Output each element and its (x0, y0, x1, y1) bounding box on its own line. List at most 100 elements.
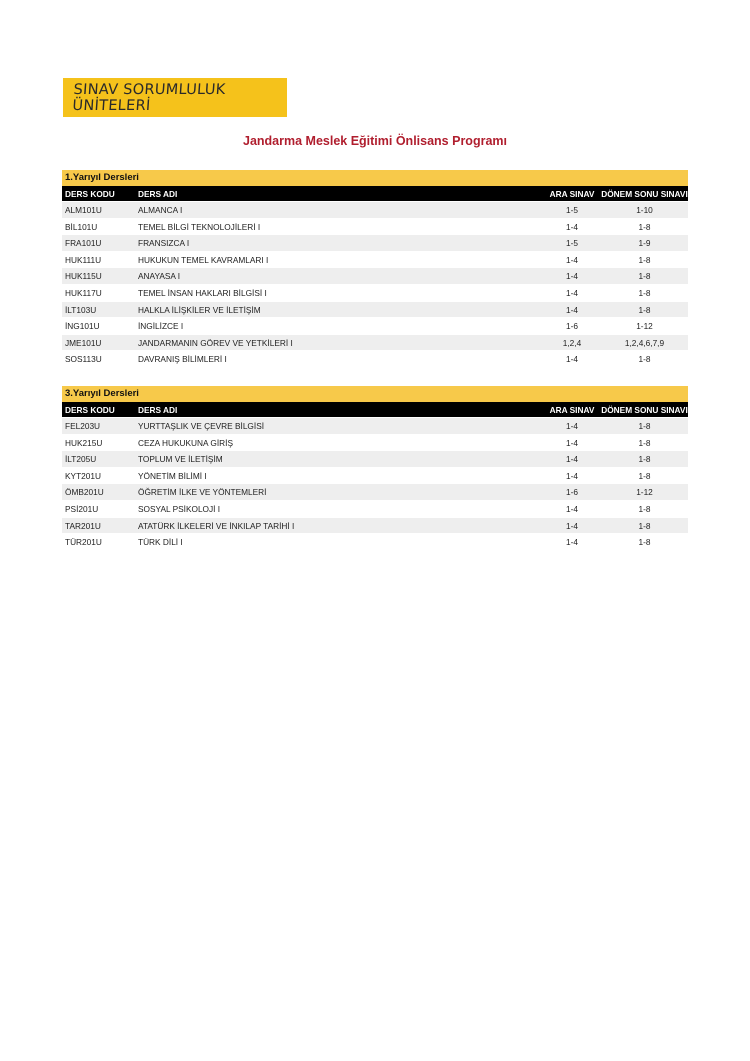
cell-name: TÜRK DİLİ I (138, 537, 183, 548)
cell-code: HUK215U (65, 437, 103, 448)
cell-mid: 1-4 (566, 503, 578, 514)
cell-final: 1-8 (638, 354, 651, 365)
cell-final: 1-8 (638, 503, 651, 514)
column-header-code: DERS KODU (65, 189, 115, 199)
cell-mid: 1-4 (566, 271, 578, 282)
table-row: TÜR201U TÜRK DİLİ I 1-4 1-8 (62, 534, 688, 551)
cell-mid: 1-4 (566, 421, 578, 431)
cell-code: JME101U (65, 337, 102, 348)
cell-final: 1-8 (638, 470, 651, 481)
cell-mid: 1,2,4 (562, 337, 582, 348)
cell-final: 1-8 (638, 520, 651, 531)
cell-code: BİL101U (65, 221, 98, 232)
table-row: İNG101U İNGİLİZCE I 1-6 1-12 (62, 318, 688, 335)
cell-code: HUK117U (65, 287, 102, 298)
cell-final: 1-8 (638, 271, 651, 282)
table-row: HUK111U HUKUKUN TEMEL KAVRAMLARI I 1-4 1-8 (62, 251, 688, 269)
cell-code: İLT103U (65, 304, 97, 315)
cell-code: İNG101U (65, 321, 100, 332)
column-header-final: DÖNEM SONU SINAVI (601, 405, 688, 415)
cell-name: İNGİLİZCE I (138, 321, 184, 332)
cell-mid: 1-4 (566, 470, 578, 481)
cell-final: 1-8 (638, 454, 651, 465)
cell-code: FEL203U (65, 421, 101, 431)
cell-mid: 1-5 (566, 238, 578, 249)
table-row: PSİ201U SOSYAL PSİKOLOJİ I 1-4 1-8 (62, 500, 688, 518)
column-header-name: DERS ADI (138, 405, 178, 415)
cell-mid: 1-4 (566, 304, 578, 315)
column-header-code: DERS KODU (65, 405, 115, 415)
cell-code: KYT201U (65, 470, 101, 481)
cell-name: YÖNETİM BİLİMİ I (138, 470, 207, 481)
table-row: İLT205U TOPLUM VE İLETİŞİM 1-4 1-8 (62, 451, 688, 468)
cell-final: 1-12 (636, 321, 653, 332)
cell-name: HALKLA İLİŞKİLER VE İLETİŞİM (138, 304, 261, 315)
cell-code: ALM101U (65, 205, 102, 215)
table-row: HUK117U TEMEL İNSAN HAKLARI BİLGİSİ I 1-4 1… (62, 284, 688, 302)
column-header-final: DÖNEM SONU SINAVI (601, 189, 688, 199)
table-row: TAR201U ATATÜRK İLKELERİ VE İNKILAP TARİH… (62, 517, 688, 535)
cell-mid: 1-4 (566, 287, 578, 298)
cell-code: HUK115U (65, 271, 102, 282)
cell-code: SOS113U (65, 354, 102, 365)
cell-mid: 1-6 (566, 321, 578, 332)
table-header-row: DERS KODU DERS ADI ARA SINAV DÖNEM SONU SIN… (62, 402, 688, 418)
cell-name: JANDARMANIN GÖREV VE YETKİLERİ I (138, 337, 293, 348)
column-header-mid: ARA SINAV (549, 405, 595, 415)
cell-name: ANAYASA I (138, 271, 181, 282)
table-header-row: DERS KODU DERS ADI ARA SINAV DÖNEM SONU SIN… (62, 186, 688, 202)
cell-mid: 1-4 (566, 537, 578, 548)
cell-mid: 1-4 (566, 437, 578, 448)
table-row: HUK115U ANAYASA I 1-4 1-8 (62, 268, 688, 285)
column-header-name: DERS ADI (138, 189, 178, 199)
section-heading: 3.Yarıyıl Dersleri (62, 386, 688, 402)
cell-final: 1-10 (636, 205, 653, 215)
page-title-text: Jandarma Meslek Eğitimi Önlisans Program… (243, 134, 507, 148)
cell-final: 1-8 (638, 287, 651, 298)
table-body: FEL203U YURTTAŞLIK VE ÇEVRE BİLGİSİ 1-4 1-8… (62, 418, 688, 551)
cell-name: YURTTAŞLIK VE ÇEVRE BİLGİSİ (138, 421, 265, 431)
table-row: SOS113U DAVRANIŞ BİLİMLERİ I 1-4 1-8 (62, 351, 688, 368)
cell-mid: 1-5 (566, 205, 578, 215)
table-body: ALM101U ALMANCA I 1-5 1-10 BİL101U TEMEL BİLG… (62, 202, 688, 368)
cell-name: HUKUKUN TEMEL KAVRAMLARI I (138, 254, 269, 265)
column-header-mid: ARA SINAV (549, 189, 595, 199)
cell-final: 1-9 (638, 238, 651, 249)
cell-code: TAR201U (65, 520, 101, 531)
cell-name: TEMEL İNSAN HAKLARI BİLGİSİ I (138, 287, 267, 298)
cell-name: DAVRANIŞ BİLİMLERİ I (138, 354, 227, 365)
cell-final: 1-8 (638, 421, 651, 431)
cell-name: ALMANCA I (138, 205, 183, 215)
cell-final: 1-12 (636, 487, 653, 498)
cell-name: TEMEL BİLGİ TEKNOLOJİLERİ I (138, 221, 261, 232)
table-row: ALM101U ALMANCA I 1-5 1-10 (62, 202, 688, 219)
cell-code: PSİ201U (65, 503, 99, 514)
cell-code: FRA101U (65, 238, 102, 249)
cell-code: HUK111U (65, 254, 102, 265)
cell-name: FRANSIZCA I (138, 238, 190, 249)
table-row: FRA101U FRANSIZCA I 1-5 1-9 (62, 235, 688, 252)
section-semester-1: 1.Yarıyıl Dersleri DERS KODU DERS ADI ARA S… (62, 170, 688, 368)
cell-final: 1-8 (638, 537, 651, 548)
banner-text: SINAV SORUMLULUK ÜNİTELERİ (71, 81, 227, 114)
cell-mid: 1-6 (566, 487, 578, 498)
cell-final: 1-8 (638, 221, 651, 232)
cell-code: ÖMB201U (65, 487, 104, 498)
cell-mid: 1-4 (566, 520, 578, 531)
cell-name: ÖĞRETİM İLKE VE YÖNTEMLERİ (138, 487, 267, 498)
cell-mid: 1-4 (566, 354, 578, 365)
cell-code: TÜR201U (65, 537, 102, 548)
cell-mid: 1-4 (566, 454, 578, 465)
table-row: JME101U JANDARMANIN GÖREV VE YETKİLERİ I 1… (62, 334, 688, 352)
table-row: FEL203U YURTTAŞLIK VE ÇEVRE BİLGİSİ 1-4 1-8 (62, 418, 688, 435)
cell-mid: 1-4 (566, 254, 578, 265)
cell-final: 1-8 (638, 304, 651, 315)
cell-mid: 1-4 (566, 221, 578, 232)
table-row: KYT201U YÖNETİM BİLİMİ I 1-4 1-8 (62, 467, 688, 485)
cell-final: 1,2,4,6,7,9 (624, 337, 665, 348)
section-semester-3: 3.Yarıyıl Dersleri DERS KODU DERS ADI ARA S… (62, 386, 688, 551)
cell-name: ATATÜRK İLKELERİ VE İNKILAP TARİHİ I (138, 520, 295, 531)
page-title: Jandarma Meslek Eğitimi Önlisans Program… (0, 134, 750, 148)
cell-final: 1-8 (638, 254, 651, 265)
table-row: İLT103U HALKLA İLİŞKİLER VE İLETİŞİM 1-4 1-… (62, 301, 688, 319)
